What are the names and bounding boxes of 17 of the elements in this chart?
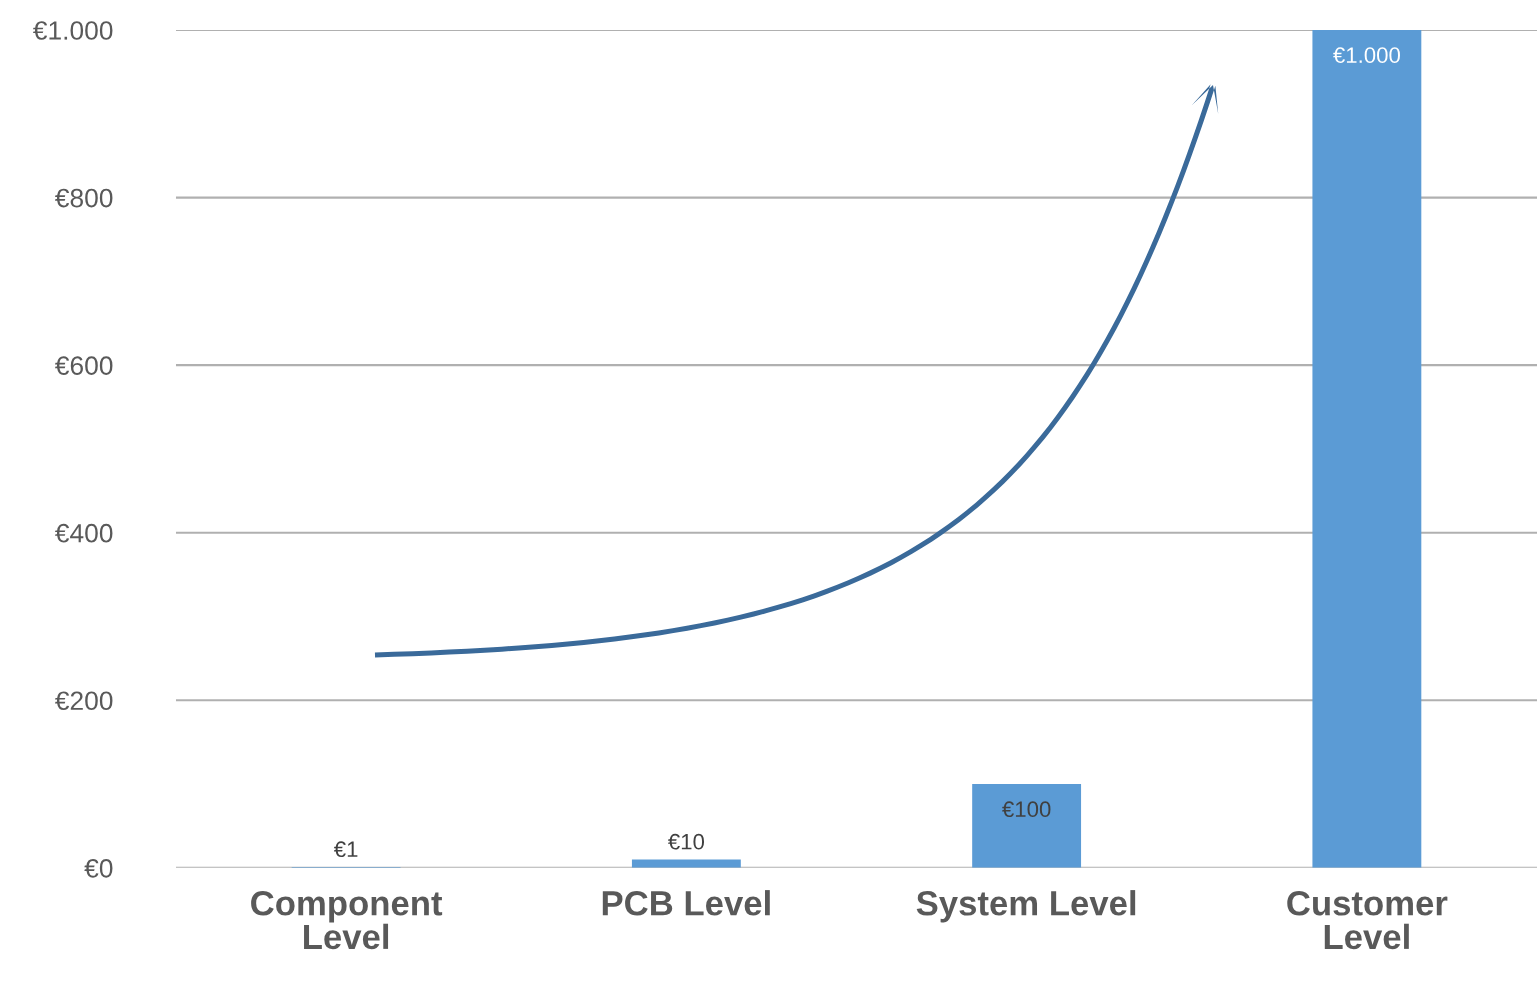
y-tick-label: €0: [84, 859, 113, 878]
x-tick-label: System Level: [916, 890, 1136, 923]
data-label: €1: [333, 841, 358, 858]
y-tick-label: €1.000: [32, 21, 113, 40]
x-tick-label: PCB Level: [602, 890, 770, 916]
x-tick-label: Component Level: [251, 891, 443, 950]
data-label: €10: [668, 833, 705, 850]
x-tick-label: Customer Level: [1287, 891, 1448, 950]
data-label: €1.000: [1333, 47, 1400, 64]
bar: [972, 784, 1082, 868]
bar: [631, 859, 741, 868]
bar: [1312, 30, 1422, 868]
y-tick-label: €800: [54, 188, 113, 208]
y-tick-label: €600: [54, 356, 113, 375]
y-tick-label: €400: [54, 523, 113, 543]
data-label: €100: [1002, 801, 1051, 818]
y-tick-label: €200: [54, 691, 113, 711]
